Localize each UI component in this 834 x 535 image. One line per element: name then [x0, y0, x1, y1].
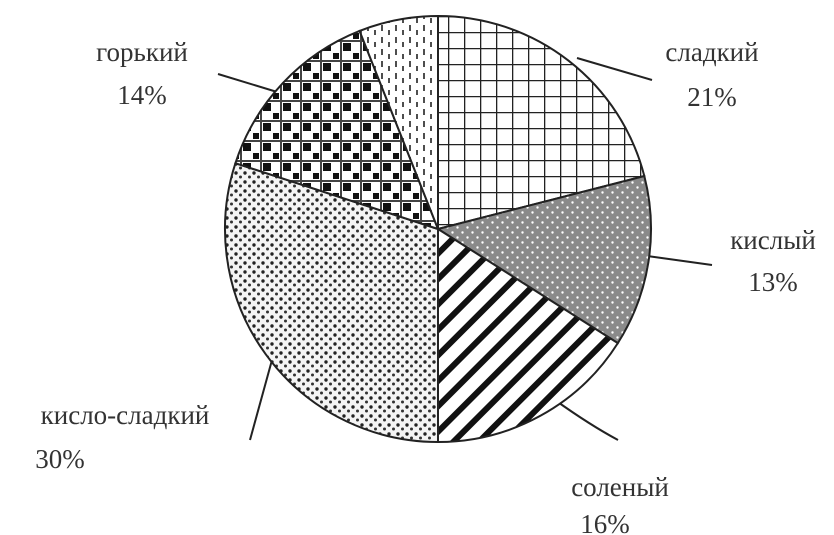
slice-value-label: 16%	[580, 509, 630, 535]
pie-slice	[437, 227, 620, 444]
leader-line	[249, 359, 273, 441]
leader-line	[554, 399, 619, 441]
slice-label: соленый	[571, 472, 669, 502]
slice-value-label: 30%	[35, 444, 85, 474]
slice-label: кислый	[730, 225, 816, 255]
leader-line	[639, 254, 713, 266]
pie-slice	[437, 14, 646, 231]
slice-label: горький	[96, 37, 188, 67]
slice-value-label: 14%	[117, 80, 167, 110]
pie-slice	[358, 14, 439, 230]
slice-label: кисло-сладкий	[41, 400, 210, 430]
pie-slice	[234, 29, 440, 231]
leader-line	[576, 57, 653, 81]
slice-value-label: 21%	[687, 82, 737, 112]
pie-slice	[224, 161, 439, 444]
pie-slice	[435, 174, 652, 345]
slice-label: сладкий	[665, 37, 758, 67]
slice-value-label: 13%	[748, 267, 798, 297]
